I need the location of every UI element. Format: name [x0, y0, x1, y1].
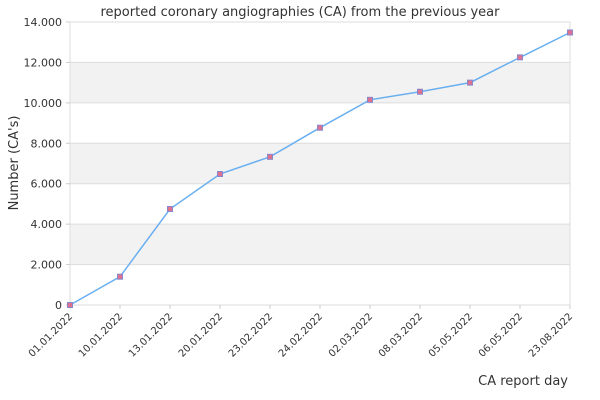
y-tick-label: 14.000: [24, 16, 63, 29]
data-point[interactable]: [367, 96, 373, 103]
y-tick-label: 8.000: [31, 137, 63, 150]
x-tick-label: 06.05.2022: [477, 311, 525, 359]
plot-band: [70, 143, 570, 184]
data-point[interactable]: [317, 124, 323, 131]
data-point[interactable]: [517, 54, 523, 61]
x-tick-label: 13.01.2022: [127, 311, 175, 359]
x-tick-label: 05.05.2022: [427, 311, 475, 359]
x-tick-label: 20.01.2022: [177, 311, 225, 359]
y-tick-label: 6.000: [31, 178, 63, 191]
plot-bands: [70, 62, 570, 265]
data-point[interactable]: [67, 302, 73, 308]
data-point[interactable]: [417, 88, 423, 95]
data-point[interactable]: [167, 205, 173, 212]
plot-band: [70, 62, 570, 103]
data-point[interactable]: [267, 153, 273, 160]
data-point[interactable]: [467, 79, 473, 86]
data-point[interactable]: [567, 29, 573, 36]
x-tick-label: 02.03.2022: [327, 311, 375, 359]
x-tick-label: 23.08.2022: [527, 311, 575, 359]
chart-title: reported coronary angiographies (CA) fro…: [101, 5, 501, 20]
x-tick-label: 24.02.2022: [277, 311, 325, 359]
y-axis-ticks: 0 2.000 4.000 6.000 8.000 10.000 12.000 14.000: [24, 16, 70, 312]
data-point[interactable]: [117, 273, 123, 280]
grid-lines: [70, 21, 570, 306]
x-axis-ticks: 01.01.2022 10.01.2022 13.01.2022 20.01.2022…: [27, 305, 575, 360]
plot-band: [70, 224, 570, 265]
x-tick-label: 08.03.2022: [377, 311, 425, 359]
y-axis-label: Number (CA's): [7, 116, 22, 211]
x-tick-label: 01.01.2022: [27, 311, 75, 359]
x-tick-label: 10.01.2022: [77, 311, 125, 359]
x-tick-label: 23.02.2022: [227, 311, 275, 359]
y-tick-label: 0: [55, 299, 62, 312]
y-tick-label: 2.000: [31, 259, 63, 272]
y-tick-label: 10.000: [24, 97, 63, 110]
y-tick-label: 4.000: [31, 218, 63, 231]
data-markers: [67, 29, 573, 308]
data-point[interactable]: [217, 171, 223, 178]
x-axis-label: CA report day: [478, 374, 568, 389]
y-tick-label: 12.000: [24, 56, 63, 69]
